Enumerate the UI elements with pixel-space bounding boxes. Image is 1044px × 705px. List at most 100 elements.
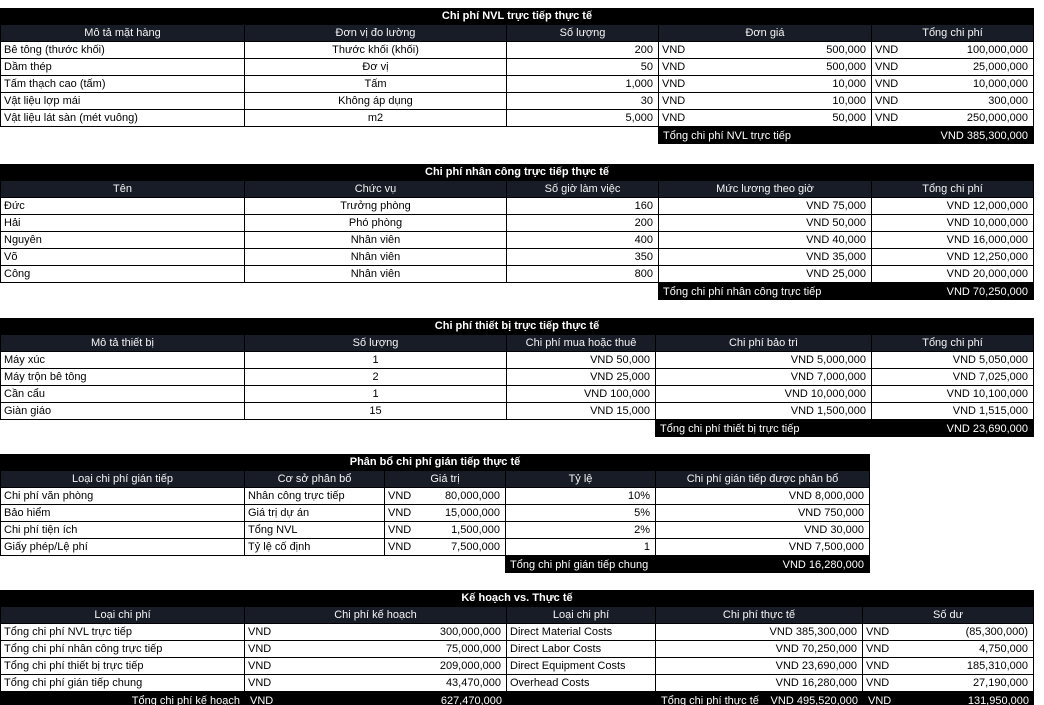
cell[interactable]: VND 25,000 bbox=[507, 369, 656, 385]
cell[interactable]: Direct Equipment Costs bbox=[507, 658, 656, 674]
cell[interactable]: VND 16,280,000 bbox=[656, 675, 863, 691]
cell[interactable]: Tổng NVL bbox=[245, 522, 385, 538]
cell[interactable]: VND 100,000,000 bbox=[872, 42, 1034, 58]
cell[interactable]: VND 250,000,000 bbox=[872, 110, 1034, 126]
cell[interactable]: Tổng chi phí nhân công trực tiếp bbox=[0, 641, 245, 657]
cell[interactable]: VND 10,100,000 bbox=[872, 386, 1034, 402]
cell[interactable]: VND 10,000,000 bbox=[872, 76, 1034, 92]
cell[interactable]: Thước khối (khối) bbox=[245, 42, 507, 58]
cell[interactable]: VND 8,000,000 bbox=[656, 488, 870, 504]
cell[interactable]: VND 27,190,000 bbox=[863, 675, 1034, 691]
cell[interactable]: VND 1,515,000 bbox=[872, 403, 1034, 419]
cell[interactable]: VND 70,250,000 bbox=[656, 641, 863, 657]
cell[interactable]: Bảo hiểm bbox=[0, 505, 245, 521]
cell[interactable]: VND 50,000 bbox=[507, 352, 656, 368]
cell[interactable]: Võ bbox=[0, 249, 245, 265]
cell[interactable]: 30 bbox=[507, 93, 659, 109]
cell[interactable]: 1 bbox=[245, 386, 507, 402]
cell[interactable]: VND 750,000 bbox=[656, 505, 870, 521]
column-header[interactable]: Tổng chi phí bbox=[872, 335, 1034, 351]
cell[interactable]: VND 500,000 bbox=[659, 42, 872, 58]
cell[interactable]: 350 bbox=[507, 249, 659, 265]
cell[interactable]: Đơ vị bbox=[245, 59, 507, 75]
cell[interactable]: VND 10,000,000 bbox=[656, 386, 872, 402]
cell[interactable]: VND 23,690,000 bbox=[656, 658, 863, 674]
cell[interactable]: 200 bbox=[507, 215, 659, 231]
cell[interactable]: 1 bbox=[245, 352, 507, 368]
cell[interactable]: VND 7,500,000 bbox=[385, 539, 506, 555]
column-header[interactable]: Chi phí kế hoạch bbox=[245, 607, 507, 623]
cell[interactable]: VND 75,000 bbox=[659, 198, 872, 214]
cell[interactable]: VND 185,310,000 bbox=[863, 658, 1034, 674]
table-title[interactable]: Chi phí nhân công trực tiếp thực tế bbox=[0, 164, 1034, 181]
footer-cell[interactable]: VND 627,470,000 bbox=[245, 692, 507, 705]
cell[interactable]: 160 bbox=[507, 198, 659, 214]
cell[interactable]: Vật liệu lợp mái bbox=[0, 93, 245, 109]
cell[interactable]: VND 300,000 bbox=[872, 93, 1034, 109]
footer-cell[interactable]: Tổng chi phí gián tiếp chung bbox=[505, 556, 655, 573]
cell[interactable]: Giấy phép/Lệ phí bbox=[0, 539, 245, 555]
column-header[interactable]: Số lượng bbox=[507, 25, 659, 41]
cell[interactable]: Tổng chi phí gián tiếp chung bbox=[0, 675, 245, 691]
cell[interactable]: VND 385,300,000 bbox=[656, 624, 863, 640]
cell[interactable]: Nhân viên bbox=[245, 232, 507, 248]
cell[interactable]: Tỷ lệ cố định bbox=[245, 539, 385, 555]
cell[interactable]: Nguyên bbox=[0, 232, 245, 248]
cell[interactable]: Tấm bbox=[245, 76, 507, 92]
footer-cell[interactable]: VND 16,280,000 bbox=[655, 556, 869, 573]
cell[interactable]: VND 25,000 bbox=[659, 266, 872, 282]
cell[interactable]: VND 10,000 bbox=[659, 93, 872, 109]
cell[interactable]: VND 5,050,000 bbox=[872, 352, 1034, 368]
cell[interactable]: Chi phí tiện ích bbox=[0, 522, 245, 538]
cell[interactable]: VND 30,000 bbox=[656, 522, 870, 538]
cell[interactable]: VND 25,000,000 bbox=[872, 59, 1034, 75]
column-header[interactable]: Đơn giá bbox=[659, 25, 872, 41]
cell[interactable]: VND 40,000 bbox=[659, 232, 872, 248]
cell[interactable]: VND 20,000,000 bbox=[872, 266, 1034, 282]
cell[interactable]: Cần cẩu bbox=[0, 386, 245, 402]
cell[interactable]: VND 43,470,000 bbox=[245, 675, 507, 691]
column-header[interactable]: Loại chi phí bbox=[0, 607, 245, 623]
cell[interactable]: 15 bbox=[245, 403, 507, 419]
cell[interactable]: Nhân viên bbox=[245, 249, 507, 265]
cell[interactable]: 2% bbox=[506, 522, 656, 538]
table-title[interactable]: Kế hoạch vs. Thực tế bbox=[0, 590, 1034, 607]
cell[interactable]: 200 bbox=[507, 42, 659, 58]
cell[interactable]: VND 100,000 bbox=[507, 386, 656, 402]
table-title[interactable]: Chi phí NVL trực tiếp thực tế bbox=[0, 8, 1034, 25]
cell[interactable]: Máy xúc bbox=[0, 352, 245, 368]
cell[interactable]: 10% bbox=[506, 488, 656, 504]
cell[interactable]: VND 50,000 bbox=[659, 110, 872, 126]
cell[interactable]: 1,000 bbox=[507, 76, 659, 92]
footer-cell[interactable]: VND 23,690,000 bbox=[871, 420, 1033, 437]
cell[interactable]: VND 7,025,000 bbox=[872, 369, 1034, 385]
cell[interactable]: VND 209,000,000 bbox=[245, 658, 507, 674]
cell[interactable]: VND 80,000,000 bbox=[385, 488, 506, 504]
cell[interactable]: Phó phòng bbox=[245, 215, 507, 231]
footer-cell[interactable]: VND 385,300,000 bbox=[871, 127, 1033, 144]
cell[interactable]: VND 12,250,000 bbox=[872, 249, 1034, 265]
cell[interactable]: VND 1,500,000 bbox=[385, 522, 506, 538]
footer-cell[interactable]: VND 131,950,000 bbox=[863, 692, 1034, 705]
column-header[interactable]: Tên bbox=[0, 181, 245, 197]
cell[interactable]: VND 75,000,000 bbox=[245, 641, 507, 657]
cell[interactable]: VND 10,000,000 bbox=[872, 215, 1034, 231]
cell[interactable]: Giá trị dự án bbox=[245, 505, 385, 521]
column-header[interactable]: Số dư bbox=[863, 607, 1034, 623]
cell[interactable]: Nhân công trực tiếp bbox=[245, 488, 385, 504]
column-header[interactable]: Chi phí mua hoặc thuê bbox=[507, 335, 656, 351]
cell[interactable]: VND 500,000 bbox=[659, 59, 872, 75]
cell[interactable]: VND 50,000 bbox=[659, 215, 872, 231]
cell[interactable]: 5,000 bbox=[507, 110, 659, 126]
cell[interactable]: Vật liệu lát sàn (mét vuông) bbox=[0, 110, 245, 126]
cell[interactable]: Công bbox=[0, 266, 245, 282]
cell[interactable]: 400 bbox=[507, 232, 659, 248]
cell[interactable]: 2 bbox=[245, 369, 507, 385]
column-header[interactable]: Cơ sở phân bổ bbox=[245, 471, 385, 487]
footer-cell[interactable] bbox=[507, 692, 656, 705]
cell[interactable]: Hải bbox=[0, 215, 245, 231]
cell[interactable]: VND 7,500,000 bbox=[656, 539, 870, 555]
cell[interactable]: Tổng chi phí thiết bị trực tiếp bbox=[0, 658, 245, 674]
cell[interactable]: Tổng chi phí NVL trực tiếp bbox=[0, 624, 245, 640]
footer-cell[interactable]: Tổng chi phí kế hoạch bbox=[0, 692, 245, 705]
